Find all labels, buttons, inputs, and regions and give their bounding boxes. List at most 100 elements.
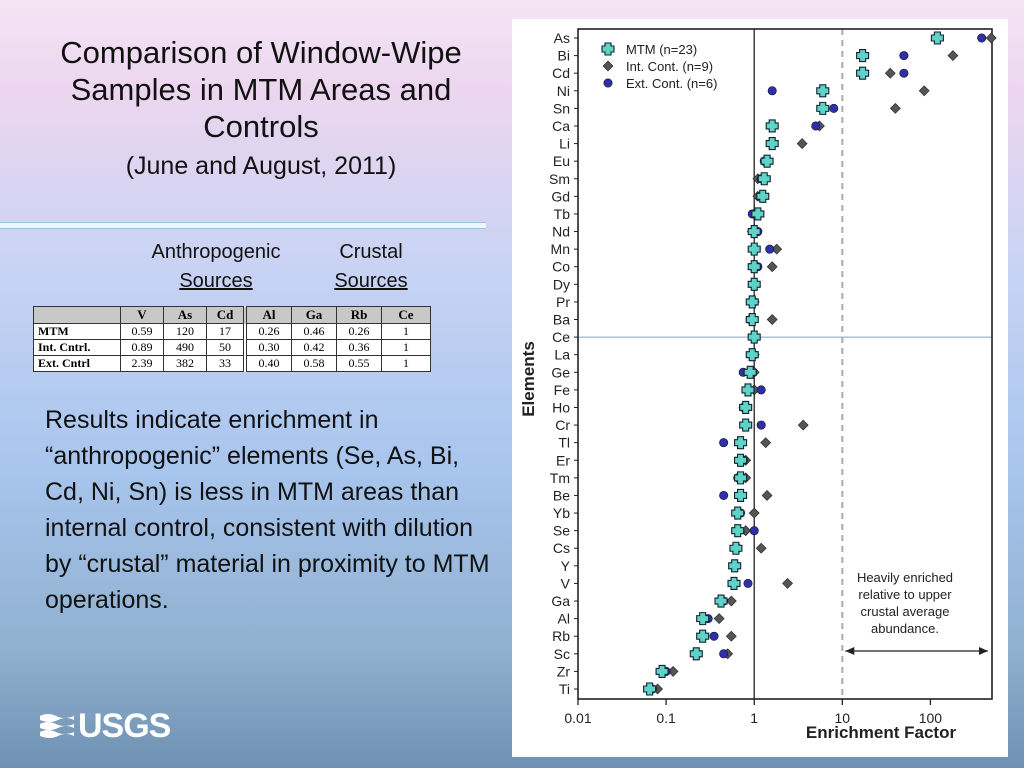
diamond-point: [713, 613, 725, 625]
y-tick-label: Pr: [556, 294, 570, 310]
x-tick-label: 1: [750, 710, 758, 726]
y-tick-label: Sc: [554, 646, 570, 662]
diamond-point: [766, 261, 778, 273]
cross-point: [728, 559, 742, 573]
table-cell: 0.89: [120, 339, 164, 356]
diamond-point: [748, 507, 760, 519]
cross-point: [816, 84, 830, 98]
circle-point: [899, 51, 909, 61]
circle-point: [719, 438, 729, 448]
diamond-point: [760, 437, 772, 449]
cross-point: [765, 119, 779, 133]
diamond-point: [755, 542, 767, 554]
y-tick-label: Be: [553, 487, 570, 503]
enrichment-table: V As Cd Al Ga Rb Ce MTM 0.59 120 17 0.26…: [33, 306, 431, 372]
circle-point: [829, 103, 839, 113]
annotation-line-4: abundance.: [871, 621, 939, 636]
cross-point: [756, 189, 770, 203]
enrichment-chart: 0.01 0.1 1 10 100 As Bi Cd Ni Sn Ca Li Eu Sm Gd Tb Nd Mn C…: [512, 19, 1008, 757]
results-paragraph: Results indicate enrichment in “anthropo…: [45, 406, 490, 614]
table-row: MTM 0.59 120 17 0.26 0.46 0.26 1: [33, 323, 431, 340]
cross-point: [747, 242, 761, 256]
crustal-sources-heading: Crustal Sources: [318, 238, 424, 296]
y-tick-label: Zr: [557, 663, 571, 679]
circle-point: [756, 420, 766, 430]
cross-point: [765, 137, 779, 151]
diamond-point: [797, 419, 809, 431]
y-tick-label: La: [554, 347, 570, 363]
diamond-point: [725, 630, 737, 642]
cross-point: [856, 66, 870, 80]
cross-point: [727, 576, 741, 590]
table-header-cell: As: [163, 306, 207, 324]
cross-point: [930, 31, 944, 45]
cross-point: [729, 541, 743, 555]
y-tick-label: Ce: [552, 329, 570, 345]
y-tick-label: Ti: [559, 681, 570, 697]
cross-point: [747, 277, 761, 291]
table-row-header: MTM: [33, 323, 121, 340]
x-axis-label: Enrichment Factor: [806, 723, 957, 742]
circle-point: [767, 86, 777, 96]
circle-point: [977, 33, 987, 43]
cross-point: [734, 453, 748, 467]
circle-point: [709, 631, 719, 641]
y-tick-label: Eu: [553, 153, 570, 169]
x-tick-label: 0.01: [564, 710, 591, 726]
cross-point: [760, 154, 774, 168]
diamond-point: [889, 102, 901, 114]
annotation-line-3: crustal average: [861, 604, 950, 619]
anthropogenic-sources-label: Sources: [179, 270, 253, 292]
y-tick-label: Ga: [551, 593, 570, 609]
y-tick-label: Dy: [553, 276, 570, 292]
legend-entry-label: MTM (n=23): [626, 42, 697, 57]
cross-point: [734, 436, 748, 450]
table-cell: 0.55: [336, 355, 382, 372]
y-tick-label: Al: [558, 611, 570, 627]
cross-point: [747, 330, 761, 344]
usgs-logo: USGS: [40, 706, 171, 746]
circle-point: [756, 385, 766, 395]
table-cell: 17: [206, 323, 246, 340]
table-header-cell: Rb: [336, 306, 382, 324]
diamond-point: [985, 32, 997, 44]
cross-point: [739, 400, 753, 415]
y-tick-label: Tm: [550, 470, 570, 486]
cross-point: [714, 594, 728, 608]
table-cell: 0.40: [243, 355, 292, 372]
diamond-point: [947, 50, 959, 62]
cross-point: [696, 612, 710, 626]
y-tick-label: Cr: [555, 417, 570, 433]
cross-point: [739, 418, 753, 432]
table-header-cell: [33, 306, 121, 324]
table-cell: 0.46: [291, 323, 337, 340]
anthropogenic-label: Anthropogenic: [151, 241, 281, 263]
y-tick-label: Fe: [554, 382, 571, 398]
cross-point: [745, 312, 759, 327]
y-tick-label: Gd: [551, 188, 570, 204]
table-cell: 0.26: [336, 323, 382, 340]
x-tick-label: 10: [835, 710, 851, 726]
x-tick-label: 0.1: [656, 710, 676, 726]
table-row: Ext. Cntrl 2.39 382 33 0.40 0.58 0.55 1: [33, 355, 431, 372]
diamond-point: [766, 314, 778, 325]
legend-diamond-icon: [602, 60, 614, 72]
usgs-wave-icon: [40, 714, 74, 738]
table-cell: 0.42: [291, 339, 337, 356]
anthropogenic-sources-heading: Anthropogenic Sources: [128, 238, 304, 296]
y-tick-label: Sn: [553, 100, 570, 116]
table-cell: 0.30: [243, 339, 292, 356]
cross-point: [743, 365, 757, 379]
y-tick-label: Ba: [553, 312, 570, 328]
cross-point: [741, 383, 755, 397]
table-cell: 120: [163, 323, 207, 340]
table-cell: 490: [163, 339, 207, 356]
table-cell: 1: [381, 339, 431, 356]
legend-circle-icon: [603, 78, 613, 88]
circle-point: [743, 578, 753, 588]
table-cell: 382: [163, 355, 207, 372]
subtitle-text: (June and August, 2011): [125, 152, 397, 180]
cross-point: [731, 506, 745, 520]
diamond-point: [796, 138, 808, 149]
